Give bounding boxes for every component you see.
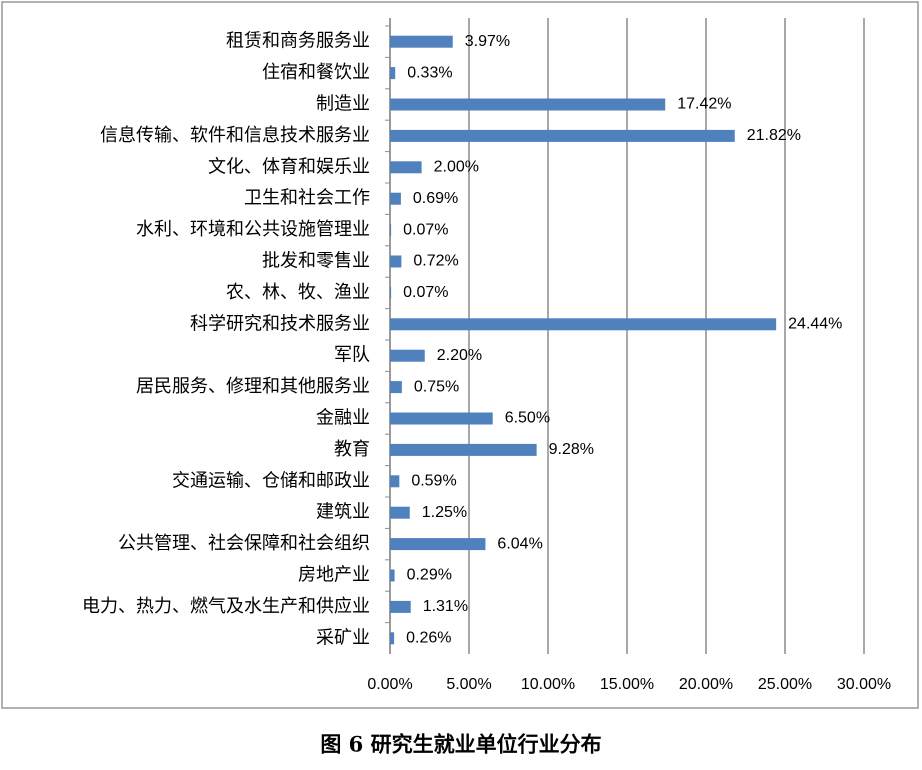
y-tick-label: 信息传输、软件和信息技术服务业 bbox=[100, 125, 370, 146]
bar bbox=[390, 35, 453, 48]
y-tick-label: 居民服务、修理和其他服务业 bbox=[136, 376, 370, 397]
bar bbox=[390, 381, 402, 394]
y-tick-label: 卫生和社会工作 bbox=[244, 188, 370, 209]
value-label: 24.44% bbox=[788, 316, 842, 333]
value-label: 0.07% bbox=[403, 284, 448, 301]
y-tick-label: 建筑业 bbox=[316, 502, 370, 523]
value-label: 17.42% bbox=[677, 96, 731, 113]
value-label: 1.25% bbox=[422, 504, 467, 521]
value-label: 0.07% bbox=[403, 221, 448, 238]
value-label: 0.75% bbox=[414, 378, 459, 395]
bar bbox=[390, 224, 392, 237]
chart-border bbox=[1, 1, 919, 709]
bar bbox=[390, 286, 392, 299]
y-tick-label: 金融业 bbox=[316, 408, 370, 429]
value-label: 3.97% bbox=[465, 33, 510, 50]
bar bbox=[390, 538, 486, 551]
value-label: 21.82% bbox=[747, 127, 801, 144]
chart-title: 图 6 研究生就业单位行业分布 bbox=[320, 732, 601, 757]
y-tick-label: 住宿和餐饮业 bbox=[262, 62, 370, 83]
value-label: 2.00% bbox=[434, 159, 479, 176]
y-tick-label: 房地产业 bbox=[298, 565, 370, 586]
bar bbox=[390, 569, 395, 582]
y-tick-label: 教育 bbox=[334, 439, 370, 460]
bar bbox=[390, 67, 396, 80]
y-tick-label: 交通运输、仓储和邮政业 bbox=[172, 470, 370, 491]
value-label: 1.31% bbox=[423, 598, 468, 615]
bar bbox=[390, 443, 537, 456]
y-tick-label: 租赁和商务服务业 bbox=[226, 31, 370, 52]
bar bbox=[390, 632, 395, 645]
y-tick-label: 公共管理、社会保障和社会组织 bbox=[118, 533, 370, 554]
bar bbox=[390, 318, 777, 331]
value-label: 0.72% bbox=[413, 253, 458, 270]
y-tick-label: 科学研究和技术服务业 bbox=[190, 313, 370, 334]
y-tick-label: 文化、体育和娱乐业 bbox=[208, 156, 370, 177]
bar bbox=[390, 475, 400, 488]
x-tick-label: 15.00% bbox=[600, 676, 654, 693]
y-tick-label: 农、林、牧、渔业 bbox=[226, 282, 370, 303]
value-label: 0.33% bbox=[407, 64, 452, 81]
bar bbox=[390, 98, 666, 111]
y-tick-label: 水利、环境和公共设施管理业 bbox=[136, 219, 370, 240]
y-tick-label: 电力、热力、燃气及水生产和供应业 bbox=[82, 596, 370, 617]
y-tick-label: 采矿业 bbox=[316, 627, 370, 648]
bar bbox=[390, 129, 735, 142]
x-tick-label: 30.00% bbox=[837, 676, 891, 693]
x-tick-label: 25.00% bbox=[758, 676, 812, 693]
bar bbox=[390, 161, 422, 174]
value-label: 6.04% bbox=[497, 535, 542, 552]
x-tick-label: 0.00% bbox=[367, 676, 412, 693]
x-tick-label: 20.00% bbox=[679, 676, 733, 693]
bar bbox=[390, 600, 411, 613]
value-label: 0.59% bbox=[411, 473, 456, 490]
bar bbox=[390, 506, 410, 519]
value-label: 9.28% bbox=[549, 441, 594, 458]
bar bbox=[390, 192, 401, 205]
x-tick-label: 10.00% bbox=[521, 676, 575, 693]
bar bbox=[390, 255, 402, 268]
y-tick-label: 军队 bbox=[334, 345, 370, 366]
value-label: 6.50% bbox=[505, 410, 550, 427]
y-tick-label: 制造业 bbox=[316, 94, 370, 115]
value-label: 0.29% bbox=[407, 567, 452, 584]
bar bbox=[390, 412, 493, 425]
x-tick-label: 5.00% bbox=[446, 676, 491, 693]
bar bbox=[390, 349, 425, 362]
value-label: 0.69% bbox=[413, 190, 458, 207]
y-tick-label: 批发和零售业 bbox=[262, 251, 370, 272]
value-label: 2.20% bbox=[437, 347, 482, 364]
value-label: 0.26% bbox=[406, 630, 451, 647]
